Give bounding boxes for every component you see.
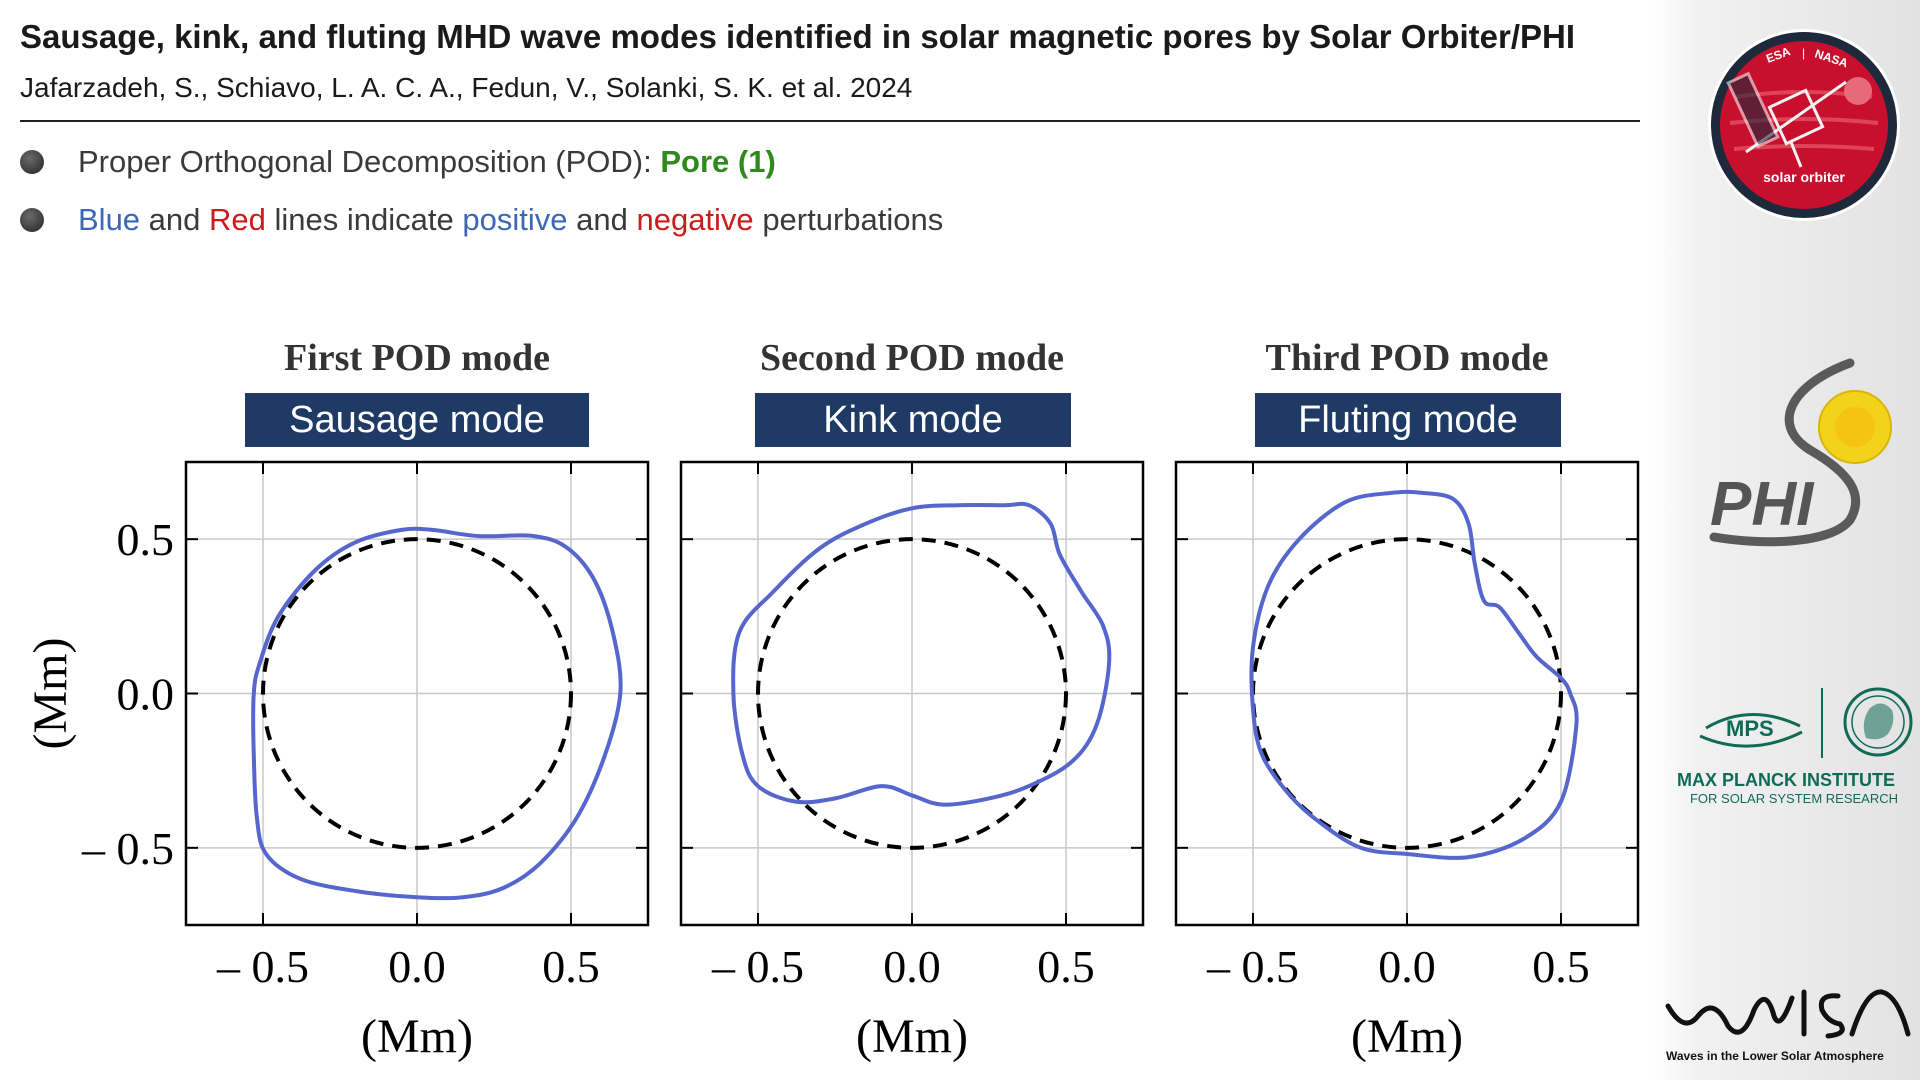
walsa-tagline: Waves in the Lower Solar Atmosphere xyxy=(1666,1049,1884,1063)
x-tick-label: 0.5 xyxy=(542,941,600,992)
x-tick-label: – 0.5 xyxy=(216,941,309,992)
word-and: and xyxy=(148,202,201,237)
word-lines-indicate: lines indicate xyxy=(274,202,454,237)
x-tick-label: 0.0 xyxy=(883,941,941,992)
y-tick-label: – 0.5 xyxy=(81,823,174,874)
slide-authors: Jafarzadeh, S., Schiavo, L. A. C. A., Fe… xyxy=(20,72,913,103)
perturbed-boundary-line xyxy=(1249,489,1579,860)
chart-title: First POD mode xyxy=(284,337,550,379)
mps-line2-label: FOR SOLAR SYSTEM RESEARCH xyxy=(1690,791,1898,806)
bullet-pod-text: Proper Orthogonal Decomposition (POD): xyxy=(78,144,652,179)
bullet-pod: Proper Orthogonal Decomposition (POD): P… xyxy=(20,144,776,180)
x-axis-label: (Mm) xyxy=(361,1010,473,1063)
sun-dot-icon xyxy=(1844,77,1872,105)
walsa-logo: Waves in the Lower Solar Atmosphere xyxy=(1665,989,1911,1063)
perturbed-boundary-line xyxy=(731,501,1112,807)
slide-title: Sausage, kink, and fluting MHD wave mode… xyxy=(20,18,1576,55)
chart-frame xyxy=(1174,460,1640,927)
chart-title: Third POD mode xyxy=(1266,337,1549,379)
pod-mode-charts: First POD mode – 0.5 0.0 0.5 0.5 0.0 – 0.5 (Mm)… xyxy=(24,337,1640,1063)
x-axis-label: (Mm) xyxy=(856,1010,968,1063)
bullet-lines: Blue and Red lines indicate positive and… xyxy=(20,202,943,238)
minerva-icon xyxy=(1843,687,1913,757)
phi-name-label: PHI xyxy=(1710,470,1815,539)
spacecraft-icon xyxy=(1726,71,1847,168)
title-divider xyxy=(20,120,1640,122)
x-tick-label: 0.0 xyxy=(388,941,446,992)
pod-chart-2: Second POD mode – 0.5 0.0 0.5 (Mm) xyxy=(679,337,1145,1063)
chart-frame xyxy=(679,460,1145,927)
mps-short-label: MPS xyxy=(1726,716,1774,741)
perturbed-boundary-line xyxy=(251,526,623,901)
mode-box-fluting: Fluting mode xyxy=(1255,393,1561,447)
walsa-wave-icon xyxy=(1665,995,1795,1035)
mode-box-sausage: Sausage mode xyxy=(245,393,589,447)
bullet-pod-highlight: Pore (1) xyxy=(660,144,776,179)
y-axis-label: (Mm) xyxy=(24,638,77,750)
solar-orbiter-logo: ESA | NASA solar orbiter xyxy=(1708,29,1900,221)
word-blue: Blue xyxy=(78,202,141,237)
x-axis-label: (Mm) xyxy=(1351,1010,1463,1063)
chart-frame xyxy=(184,460,650,927)
word-negative: negative xyxy=(636,202,754,237)
unperturbed-boundary-line xyxy=(756,537,1068,850)
x-tick-label: – 0.5 xyxy=(1206,941,1299,992)
svg-text:|: | xyxy=(1802,46,1805,60)
word-and: and xyxy=(576,202,628,237)
mode-box-kink: Kink mode xyxy=(755,393,1071,447)
bullet-dot-icon xyxy=(20,150,44,174)
chart-title: Second POD mode xyxy=(760,337,1064,379)
y-tick-label: 0.0 xyxy=(117,669,175,720)
word-perturbations: perturbations xyxy=(762,202,944,237)
solo-name-label: solar orbiter xyxy=(1763,169,1845,185)
x-tick-label: 0.5 xyxy=(1037,941,1095,992)
pod-chart-3: Third POD mode – 0.5 0.0 0.5 (Mm) xyxy=(1174,337,1640,1063)
y-tick-label: 0.5 xyxy=(117,514,175,565)
phi-logo: PHI xyxy=(1709,358,1892,547)
phi-swoosh xyxy=(1709,358,1861,547)
x-tick-label: – 0.5 xyxy=(711,941,804,992)
mps-logo: MPS MAX PLANCK INSTITUTE FOR SOLAR SYSTE… xyxy=(1677,687,1913,806)
mps-line1-label: MAX PLANCK INSTITUTE xyxy=(1677,770,1895,790)
x-tick-label: 0.0 xyxy=(1378,941,1436,992)
x-tick-label: 0.5 xyxy=(1532,941,1590,992)
word-red: Red xyxy=(209,202,266,237)
unperturbed-boundary-line xyxy=(261,537,573,850)
word-positive: positive xyxy=(462,202,568,237)
pod-chart-1: First POD mode – 0.5 0.0 0.5 0.5 0.0 – 0.5 (Mm)… xyxy=(24,337,650,1063)
bullet-dot-icon xyxy=(20,208,44,232)
